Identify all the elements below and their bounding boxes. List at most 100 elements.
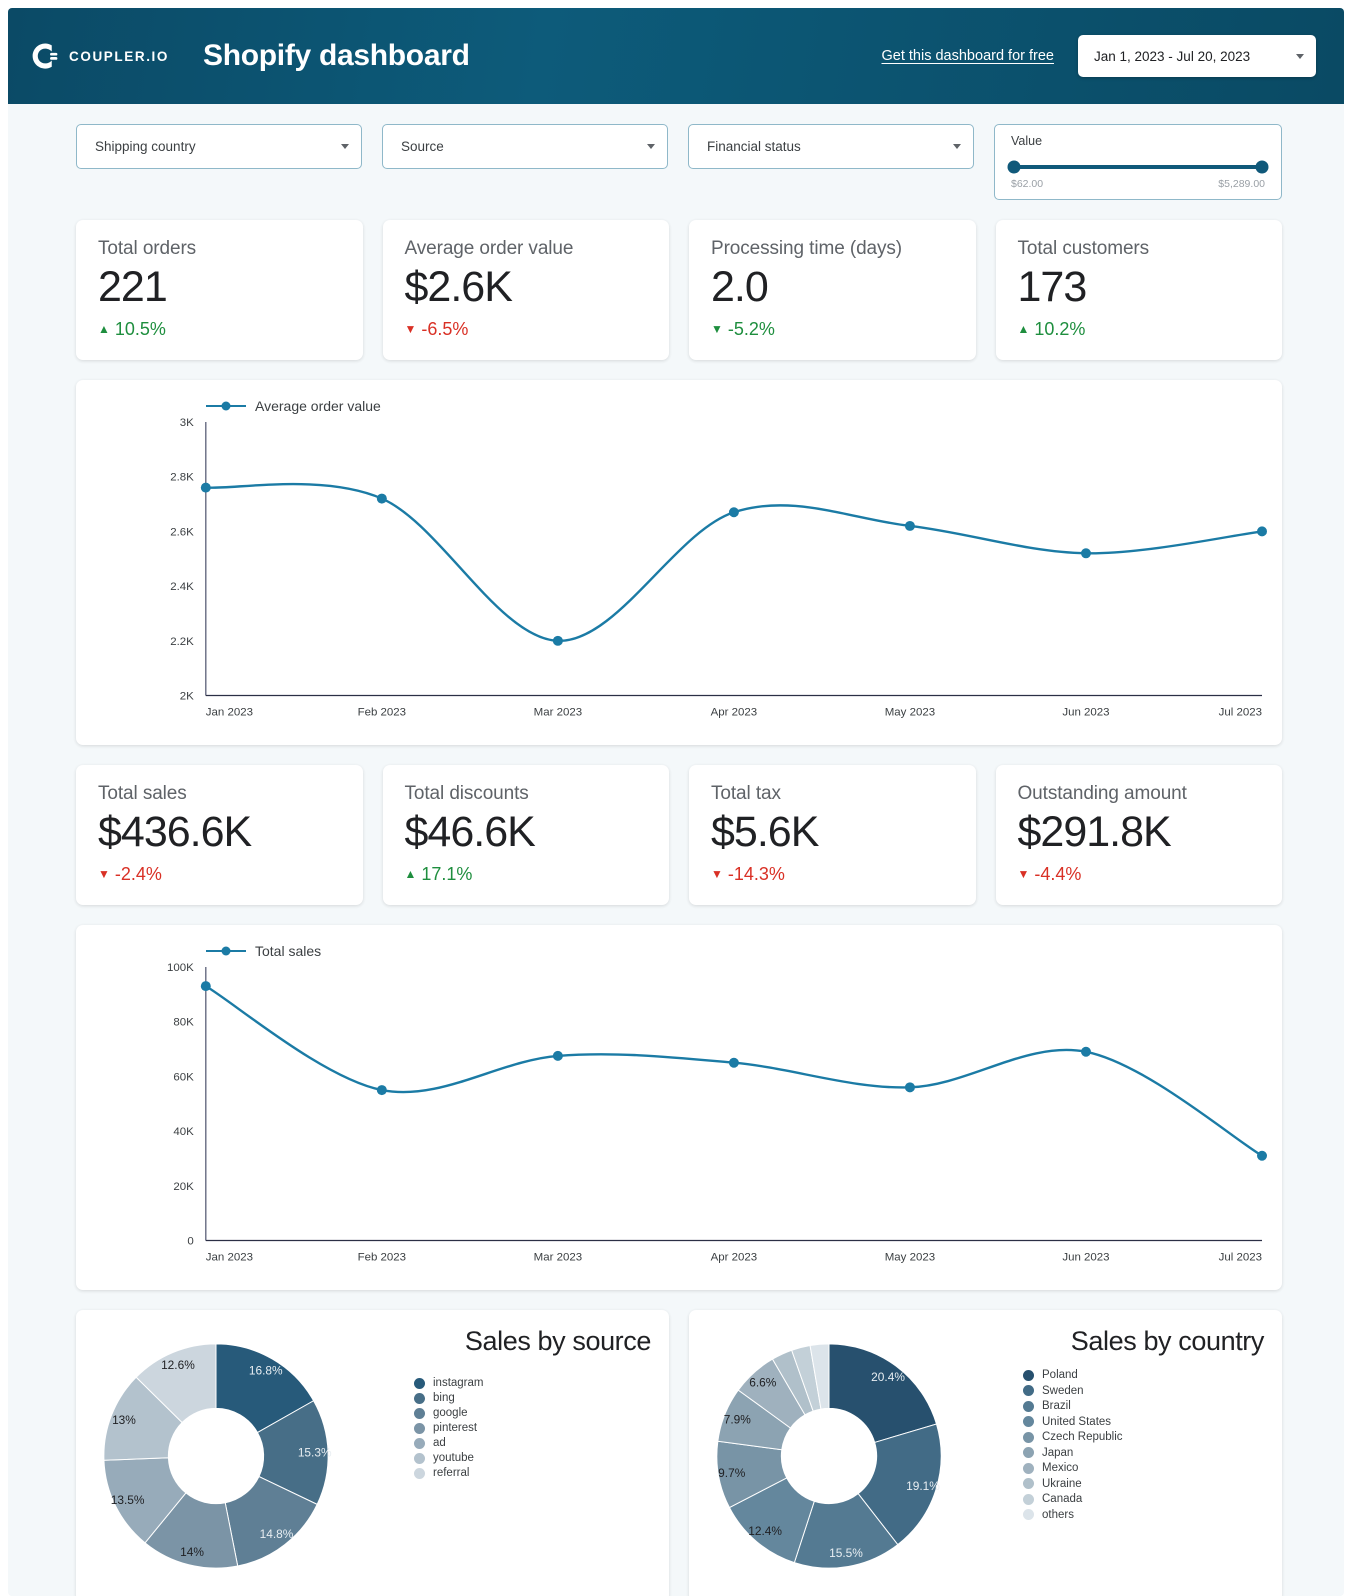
legend-item[interactable]: Sweden: [1023, 1385, 1264, 1397]
filter-financial-status[interactable]: Financial status: [688, 124, 974, 169]
filter-value-range[interactable]: Value $62.00 $5,289.00: [994, 124, 1282, 200]
svg-text:0: 0: [187, 1235, 193, 1247]
filter-shipping-country[interactable]: Shipping country: [76, 124, 362, 169]
legend-item[interactable]: instagram: [414, 1377, 651, 1389]
kpi-delta: ▼ -2.4%: [98, 864, 343, 885]
kpi-label: Average order value: [404, 238, 574, 259]
kpi-label: Total sales: [98, 783, 187, 805]
sales-by-source-panel: 16.8% 15.3% 14.8% 14% 13.5% 13% 12.6% Sales by…: [76, 1310, 669, 1596]
legend-color-swatch-icon: [1023, 1447, 1034, 1459]
legend-item-label: referral: [433, 1467, 470, 1480]
filter-source[interactable]: Source: [382, 124, 668, 169]
svg-text:13.5%: 13.5%: [111, 1493, 145, 1507]
value-slider-max-label: $5,289.00: [1218, 178, 1265, 190]
kpi-card-total-tax[interactable]: Total tax $5.6K ▼ -14.3%: [689, 765, 976, 905]
kpi-card-total-customers[interactable]: Total customers 173 ▲ 10.2%: [995, 220, 1282, 360]
legend-item-label: Czech Republic: [1042, 1431, 1123, 1444]
svg-text:7.9%: 7.9%: [724, 1413, 752, 1427]
legend-item[interactable]: google: [414, 1407, 651, 1419]
chevron-down-icon: [647, 144, 655, 149]
chevron-down-icon: [341, 144, 349, 149]
svg-text:19.1%: 19.1%: [906, 1480, 940, 1494]
kpi-value: 173: [1017, 263, 1088, 311]
kpi-label: Total orders: [98, 238, 197, 259]
legend-color-swatch-icon: [1023, 1462, 1034, 1474]
svg-text:12.6%: 12.6%: [161, 1358, 195, 1372]
legend-item[interactable]: bing: [414, 1392, 651, 1404]
kpi-delta: ▼ -5.2%: [711, 319, 956, 340]
donut-sales-by-country[interactable]: 20.4% 19.1% 15.5% 12.4% 9.7% 7.9% 6.6%: [700, 1327, 958, 1585]
arrow-up-icon: ▲: [404, 867, 417, 882]
sales-by-country-panel: 20.4% 19.1% 15.5% 12.4% 9.7% 7.9% 6.6% Sales b…: [689, 1310, 1282, 1596]
kpi-label: Total customers: [1017, 238, 1150, 259]
kpi-value: 2.0: [711, 263, 769, 311]
legend-item-label: pinterest: [433, 1422, 478, 1435]
kpi-card-total-discounts[interactable]: Total discounts $46.6K ▲ 17.1%: [382, 765, 669, 905]
legend-item[interactable]: United States: [1023, 1416, 1264, 1428]
legend-item[interactable]: Mexico: [1023, 1462, 1264, 1474]
legend-item[interactable]: ad: [414, 1437, 651, 1449]
legend-item[interactable]: Ukraine: [1023, 1478, 1264, 1490]
donut-row: 16.8% 15.3% 14.8% 14% 13.5% 13% 12.6% Sales by…: [8, 1290, 1344, 1596]
svg-text:20K: 20K: [173, 1181, 194, 1193]
svg-text:Apr 2023: Apr 2023: [711, 1251, 758, 1263]
kpi-delta: ▲ 10.5%: [98, 319, 343, 340]
legend-item-label: Sweden: [1042, 1384, 1084, 1397]
donut-country-wrap: 20.4% 19.1% 15.5% 12.4% 9.7% 7.9% 6.6%: [689, 1310, 969, 1596]
kpi-delta: ▲ 17.1%: [405, 864, 650, 885]
legend-color-swatch-icon: [1023, 1509, 1034, 1521]
value-slider-min-handle[interactable]: [1007, 160, 1021, 174]
filter-label: Financial status: [707, 139, 801, 154]
date-range-picker[interactable]: Jan 1, 2023 - Jul 20, 2023: [1078, 35, 1316, 77]
kpi-delta-value: -4.4%: [1034, 863, 1082, 884]
donut-source-side: Sales by source instagram bing google pinte…: [356, 1310, 669, 1596]
kpi-card-total-sales[interactable]: Total sales $436.6K ▼ -2.4%: [76, 765, 363, 905]
legend-item[interactable]: Poland: [1023, 1369, 1264, 1381]
value-slider-track[interactable]: [1007, 160, 1269, 174]
get-dashboard-link[interactable]: Get this dashboard for free: [881, 48, 1055, 64]
donut-sales-by-source[interactable]: 16.8% 15.3% 14.8% 14% 13.5% 13% 12.6%: [87, 1327, 345, 1585]
coupler-logo-icon: [32, 43, 58, 69]
value-slider-max-handle[interactable]: [1255, 160, 1269, 174]
legend-item[interactable]: youtube: [414, 1452, 651, 1464]
svg-text:Jun 2023: Jun 2023: [1062, 706, 1109, 718]
kpi-card-total-orders[interactable]: Total orders 221 ▲ 10.5%: [76, 220, 363, 360]
kpi-card-outstanding-amount[interactable]: Outstanding amount $291.8K ▼ -4.4%: [995, 765, 1282, 905]
kpi-card-processing-time[interactable]: Processing time (days) 2.0 ▼ -5.2%: [689, 220, 976, 360]
kpi-label: Total tax: [711, 783, 781, 805]
kpi-delta: ▼ -4.4%: [1018, 864, 1263, 885]
legend-item-label: Ukraine: [1042, 1477, 1082, 1490]
line-chart-aov[interactable]: 2K 2.2K 2.4K 2.6K 2.8K 3K Jan 2023 Feb 2023 Mar …: [88, 414, 1270, 735]
svg-text:Jul 2023: Jul 2023: [1219, 1251, 1262, 1263]
chart-legend-label: Total sales: [255, 942, 322, 959]
svg-text:40K: 40K: [173, 1126, 194, 1138]
kpi-label: Total discounts: [404, 783, 529, 805]
kpi-delta: ▲ 10.2%: [1018, 319, 1263, 340]
kpi-delta: ▼ -14.3%: [711, 864, 956, 885]
chart-title: Sales by source: [464, 1326, 652, 1357]
legend-item[interactable]: referral: [414, 1467, 651, 1479]
legend-item[interactable]: others: [1023, 1509, 1264, 1521]
legend-item[interactable]: pinterest: [414, 1422, 651, 1434]
legend-item-label: Poland: [1042, 1369, 1078, 1382]
line-chart-total-sales[interactable]: 0 20K 40K 60K 80K 100K Jan 2023 Feb 2023 Mar 202…: [88, 959, 1270, 1280]
legend-item-label: google: [433, 1407, 468, 1420]
legend-item[interactable]: Canada: [1023, 1493, 1264, 1505]
average-order-value-panel: Average order value 2K 2.2K 2.4K 2.6K 2.8K 3K…: [76, 379, 1282, 746]
header-actions: Get this dashboard for free Jan 1, 2023 …: [881, 35, 1316, 77]
value-slider-labels: $62.00 $5,289.00: [1011, 178, 1265, 190]
kpi-value: $5.6K: [711, 808, 819, 857]
kpi-card-average-order-value[interactable]: Average order value $2.6K ▼ -6.5%: [382, 220, 669, 360]
svg-text:15.5%: 15.5%: [829, 1547, 863, 1561]
legend-item-label: Canada: [1042, 1493, 1083, 1506]
svg-text:13%: 13%: [112, 1414, 136, 1428]
arrow-down-icon: ▼: [98, 867, 110, 882]
legend-item[interactable]: Japan: [1023, 1447, 1264, 1459]
legend-item-label: Japan: [1042, 1446, 1074, 1459]
svg-text:Jan 2023: Jan 2023: [206, 706, 253, 718]
svg-text:Feb 2023: Feb 2023: [358, 706, 406, 718]
legend-item[interactable]: Brazil: [1023, 1400, 1264, 1412]
legend-item[interactable]: Czech Republic: [1023, 1431, 1264, 1443]
legend-item-label: United States: [1042, 1415, 1112, 1428]
